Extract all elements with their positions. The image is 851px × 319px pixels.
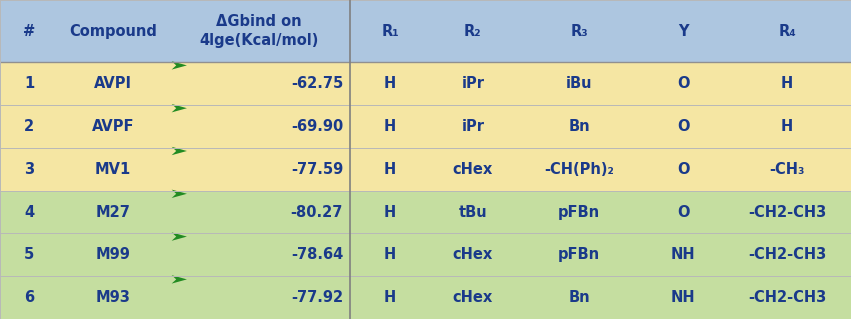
Text: -CH(Ph)₂: -CH(Ph)₂ bbox=[545, 162, 614, 177]
Polygon shape bbox=[172, 147, 187, 155]
Text: -78.64: -78.64 bbox=[291, 247, 343, 262]
Text: H: H bbox=[384, 290, 397, 305]
Text: O: O bbox=[677, 119, 689, 134]
Text: ΔGbind on
4lge(Kcal/mol): ΔGbind on 4lge(Kcal/mol) bbox=[199, 14, 318, 48]
Text: tBu: tBu bbox=[459, 204, 487, 219]
Text: -CH2-CH3: -CH2-CH3 bbox=[748, 290, 826, 305]
Text: M99: M99 bbox=[95, 247, 130, 262]
Text: H: H bbox=[384, 119, 397, 134]
Text: -CH2-CH3: -CH2-CH3 bbox=[748, 247, 826, 262]
Text: cHex: cHex bbox=[453, 162, 493, 177]
Polygon shape bbox=[172, 104, 187, 112]
Text: cHex: cHex bbox=[453, 290, 493, 305]
Text: iBu: iBu bbox=[566, 76, 592, 91]
Text: #: # bbox=[23, 24, 36, 39]
Text: Bn: Bn bbox=[568, 119, 590, 134]
Text: 2: 2 bbox=[24, 119, 34, 134]
Text: Compound: Compound bbox=[69, 24, 157, 39]
Text: -80.27: -80.27 bbox=[291, 204, 343, 219]
Polygon shape bbox=[172, 275, 187, 284]
Text: pFBn: pFBn bbox=[558, 247, 600, 262]
Bar bbox=[0, 148, 851, 191]
Text: 6: 6 bbox=[24, 290, 34, 305]
Text: M93: M93 bbox=[95, 290, 130, 305]
Text: -CH₃: -CH₃ bbox=[769, 162, 805, 177]
Text: H: H bbox=[384, 76, 397, 91]
Bar bbox=[0, 105, 851, 148]
Text: H: H bbox=[384, 247, 397, 262]
Polygon shape bbox=[172, 189, 187, 198]
Text: H: H bbox=[384, 162, 397, 177]
Text: O: O bbox=[677, 162, 689, 177]
Text: NH: NH bbox=[671, 290, 695, 305]
Text: R₁: R₁ bbox=[381, 24, 399, 39]
Text: O: O bbox=[677, 204, 689, 219]
Bar bbox=[0, 276, 851, 319]
Text: cHex: cHex bbox=[453, 247, 493, 262]
Polygon shape bbox=[172, 232, 187, 241]
Bar bbox=[0, 234, 851, 276]
Text: 5: 5 bbox=[24, 247, 34, 262]
Bar bbox=[0, 62, 851, 105]
Text: iPr: iPr bbox=[461, 119, 484, 134]
Text: Bn: Bn bbox=[568, 290, 590, 305]
Text: -69.90: -69.90 bbox=[291, 119, 343, 134]
Text: 4: 4 bbox=[24, 204, 34, 219]
Text: R₄: R₄ bbox=[779, 24, 796, 39]
Text: AVPF: AVPF bbox=[92, 119, 134, 134]
Text: -62.75: -62.75 bbox=[291, 76, 343, 91]
Text: -77.92: -77.92 bbox=[291, 290, 343, 305]
Polygon shape bbox=[172, 61, 187, 70]
Bar bbox=[0, 0, 851, 62]
Text: pFBn: pFBn bbox=[558, 204, 600, 219]
Text: O: O bbox=[677, 76, 689, 91]
Bar bbox=[0, 191, 851, 234]
Text: AVPI: AVPI bbox=[94, 76, 132, 91]
Text: -77.59: -77.59 bbox=[291, 162, 343, 177]
Text: 1: 1 bbox=[24, 76, 34, 91]
Text: M27: M27 bbox=[95, 204, 130, 219]
Text: H: H bbox=[384, 204, 397, 219]
Text: R₃: R₃ bbox=[570, 24, 588, 39]
Text: H: H bbox=[781, 76, 793, 91]
Text: NH: NH bbox=[671, 247, 695, 262]
Text: MV1: MV1 bbox=[94, 162, 131, 177]
Text: R₂: R₂ bbox=[464, 24, 482, 39]
Text: iPr: iPr bbox=[461, 76, 484, 91]
Text: Y: Y bbox=[678, 24, 688, 39]
Text: -CH2-CH3: -CH2-CH3 bbox=[748, 204, 826, 219]
Text: 3: 3 bbox=[24, 162, 34, 177]
Text: H: H bbox=[781, 119, 793, 134]
